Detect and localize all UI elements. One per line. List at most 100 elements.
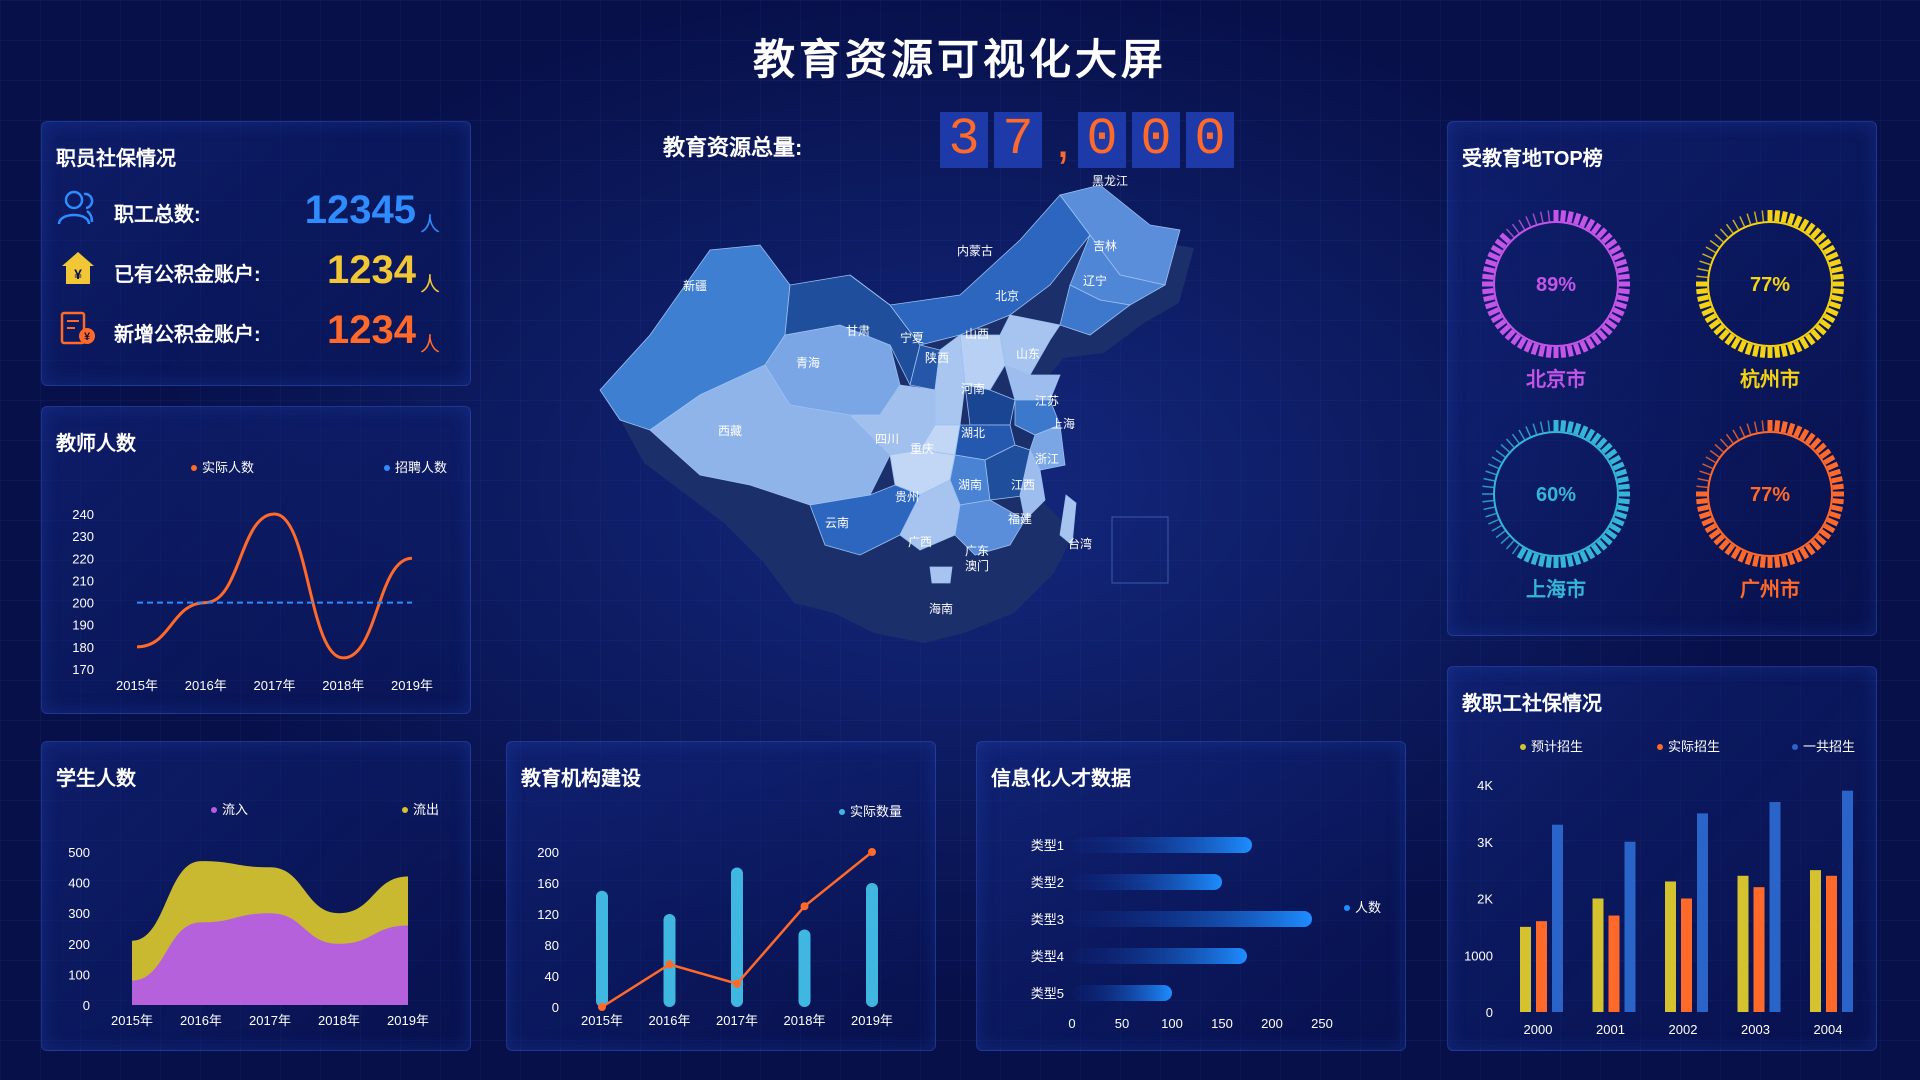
legend-label: 实际数量: [850, 804, 902, 819]
x-tick-label: 2016年: [649, 1013, 691, 1028]
student-panel: 学生人数 流入 流出 0 100 200 300 400 500 2015年 2016年 2017年…: [41, 741, 471, 1051]
x-tick-label: 2003: [1741, 1022, 1770, 1037]
ring-tick: [1713, 324, 1725, 336]
y-tick-label: 200: [68, 937, 90, 952]
ring-tick: [1500, 443, 1510, 453]
y-tick-label: 100: [68, 967, 90, 982]
ring-percent: 77%: [1750, 484, 1790, 506]
south-sea-inset: [1111, 516, 1169, 584]
ring-tick: [1761, 420, 1765, 432]
y-tick-label: 3K: [1477, 835, 1493, 850]
y-tick-label: 200: [72, 596, 94, 611]
y-tick-label: 500: [68, 845, 90, 860]
x-tick-label: 2017年: [249, 1013, 291, 1028]
ring-tick: [1826, 251, 1839, 261]
province-guangdong[interactable]: [954, 499, 1026, 556]
map-label: 台湾: [1068, 536, 1092, 551]
ring-tick: [1609, 244, 1622, 255]
ring-tick: [1618, 483, 1630, 490]
ring-tick: [1566, 555, 1574, 567]
bar: [731, 867, 743, 1007]
y-tick-label: 类型5: [1031, 986, 1064, 1001]
map-label: 湖北: [961, 425, 985, 440]
ring-tick: [1696, 485, 1708, 489]
ring-tick: [1516, 337, 1527, 350]
ring-tick: [1832, 288, 1844, 295]
ring-tick: [1560, 346, 1567, 358]
ring-tick: [1774, 556, 1781, 568]
ring-tick: [1774, 346, 1781, 358]
stat-row-fund-accounts: ¥ 已有公积金账户: 1234 人: [56, 244, 456, 296]
province-zhejiang[interactable]: [1029, 424, 1066, 471]
ring-tick: [1617, 476, 1629, 484]
y-tick-label: 210: [72, 573, 94, 588]
ring-tick: [1826, 461, 1839, 471]
ring-tick: [1787, 553, 1796, 566]
province-liaoning[interactable]: [1059, 284, 1131, 336]
ring-inner: [1707, 431, 1833, 557]
ring-tick: [1810, 329, 1822, 341]
ring-tick: [1823, 454, 1836, 465]
legend-dot: [1657, 744, 1663, 750]
talent-horizontal-chart: 类型1 类型2 类型3 类型4 类型5 0 50 100 150 200 250 人数: [1031, 837, 1381, 1031]
ring-tick: [1618, 288, 1630, 295]
legend-label: 人数: [1355, 900, 1381, 915]
ring-tick: [1579, 340, 1589, 353]
ring-tick: [1810, 227, 1822, 239]
province-fujian[interactable]: [1019, 448, 1046, 521]
ring-tick: [1482, 499, 1494, 503]
legend-dot: [211, 807, 217, 813]
ring-tick: [1523, 550, 1533, 563]
teacher-line-chart: 实际人数 招聘人数 170 180 190 200 210 220 230 240 2015年 201…: [72, 460, 447, 693]
x-tick-label: 250: [1311, 1016, 1333, 1031]
top-rings: 89% 北京市 77% 杭州市 60% 上海市 77% 广州市: [1482, 210, 1844, 601]
ring-tick: [1499, 232, 1511, 244]
x-tick-label: 50: [1115, 1016, 1129, 1031]
ring-tick: [1609, 313, 1622, 324]
ring-tick: [1793, 340, 1803, 353]
ring-tick: [1601, 232, 1613, 244]
bar: [596, 890, 608, 1007]
page-title: 教育资源可视化大屏: [752, 36, 1167, 83]
y-tick-label: 1000: [1464, 948, 1493, 963]
ring-tick: [1705, 456, 1716, 464]
bar: [1769, 802, 1781, 1012]
ring-city: 广州市: [1740, 577, 1800, 601]
ring-tick: [1566, 211, 1574, 223]
ring-tick: [1482, 273, 1494, 280]
map-label: 云南: [825, 515, 849, 530]
ring-tick: [1617, 504, 1629, 512]
ring-tick: [1744, 343, 1753, 356]
stat-row-staff-total: 职工总数: 12345 人: [56, 184, 456, 236]
map-label: 重庆: [910, 442, 934, 456]
map-label: 青海: [796, 355, 820, 370]
ring-tick: [1491, 524, 1502, 532]
map-label: 海南: [929, 601, 953, 616]
ring-tick: [1739, 426, 1746, 437]
province-hainan[interactable]: [929, 566, 953, 584]
ring-tick: [1810, 437, 1822, 449]
province-taiwan[interactable]: [1059, 494, 1077, 546]
area-inflow: [132, 913, 408, 1005]
ring-percent: 60%: [1536, 484, 1576, 506]
ring-tick: [1697, 477, 1709, 482]
ring-tick: [1697, 504, 1709, 512]
ring-tick: [1573, 553, 1582, 566]
ring-tick: [1714, 443, 1724, 453]
bar: [1624, 841, 1636, 1012]
province-shandong[interactable]: [1004, 364, 1061, 401]
province-neimenggu[interactable]: [849, 194, 1091, 346]
ring-tick: [1752, 345, 1760, 357]
ring-tick: [1737, 340, 1747, 353]
ring-tick: [1618, 273, 1630, 280]
ring-tick: [1545, 556, 1552, 568]
ring-tick: [1484, 301, 1497, 310]
social-panel-title: 教职工社保情况: [1462, 693, 1602, 715]
province-henan[interactable]: [964, 384, 1016, 426]
bar: [1608, 915, 1620, 1012]
ring-tick: [1746, 423, 1752, 435]
stat-value: 1234: [327, 308, 416, 352]
y-tick-label: 类型1: [1031, 838, 1064, 853]
ring-tick: [1579, 425, 1589, 438]
